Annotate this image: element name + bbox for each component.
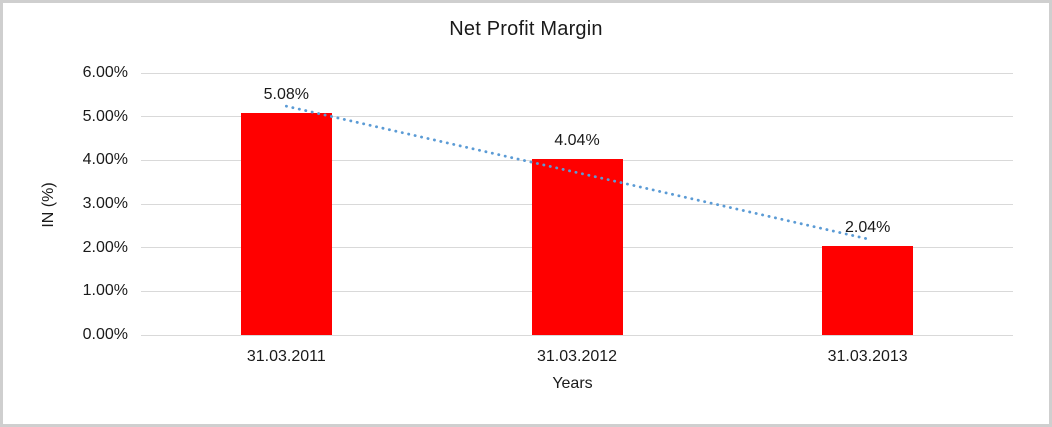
bar-value-label: 4.04% xyxy=(554,131,600,149)
gridline xyxy=(141,116,1013,118)
bar xyxy=(531,158,623,335)
y-tick-label: 1.00% xyxy=(82,282,128,300)
gridline xyxy=(141,72,1013,74)
x-tick-label: 31.03.2013 xyxy=(827,348,908,365)
x-tick-label: 31.03.2012 xyxy=(536,348,618,365)
trendline-path xyxy=(284,104,870,241)
y-tick-label: 4.00% xyxy=(82,151,128,169)
chart-title: Net Profit Margin xyxy=(449,18,603,40)
gridline xyxy=(141,334,1013,336)
y-tick-label: 5.00% xyxy=(82,107,128,125)
x-tick-label: 31.03.2011 xyxy=(246,348,326,365)
bar-value-label: 5.08% xyxy=(263,86,310,104)
y-tick-label: 0.00% xyxy=(82,326,128,343)
bar xyxy=(822,245,914,335)
y-tick-label: 3.00% xyxy=(82,195,128,212)
bar xyxy=(240,113,332,335)
bar-value-label: 2.04% xyxy=(844,218,891,236)
x-axis-title: Years xyxy=(552,375,593,392)
y-tick-label: 2.00% xyxy=(82,238,128,256)
y-tick-label: 6.00% xyxy=(82,64,128,81)
